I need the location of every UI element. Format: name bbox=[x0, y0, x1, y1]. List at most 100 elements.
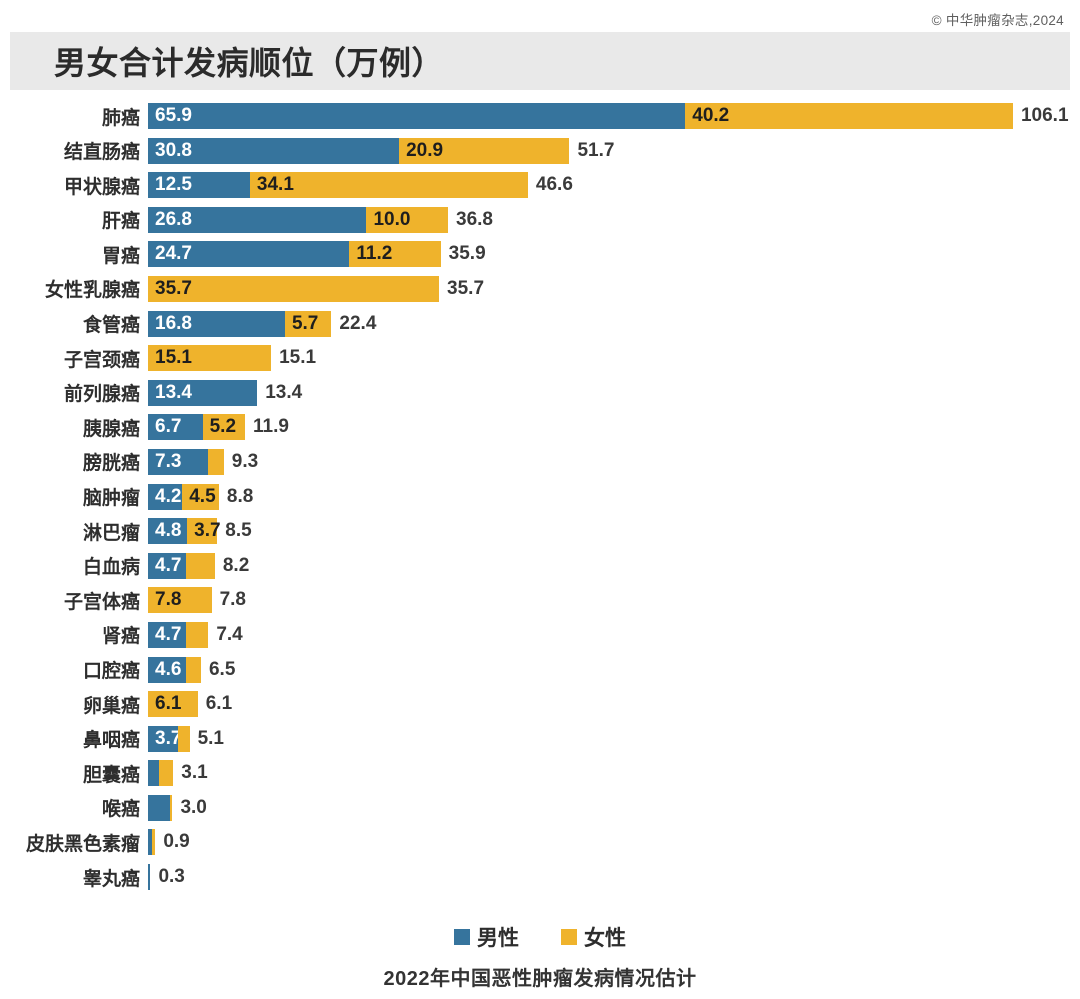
chart-row: 皮肤黑色素瘤 0.9 bbox=[0, 829, 1080, 856]
bar-group: 12.5 34.1 46.6 bbox=[148, 172, 573, 199]
total-value: 5.1 bbox=[197, 727, 224, 749]
chart-row: 淋巴瘤 4.8 3.7 8.5 bbox=[0, 518, 1080, 545]
chart-row: 结直肠癌 30.8 20.9 51.7 bbox=[0, 137, 1080, 164]
female-bar-segment bbox=[186, 552, 215, 579]
male-bar-segment: 6.7 bbox=[148, 414, 203, 441]
female-bar-segment: 15.1 bbox=[148, 345, 272, 372]
bar-group: 16.8 5.7 22.4 bbox=[148, 310, 376, 337]
category-label: 睾丸癌 bbox=[82, 868, 140, 890]
bar-group: 4.7 7.4 bbox=[148, 621, 243, 648]
chart-row: 甲状腺癌 12.5 34.1 46.6 bbox=[0, 172, 1080, 199]
chart-row: 卵巢癌 6.1 6.1 bbox=[0, 691, 1080, 718]
chart-row: 睾丸癌 0.3 bbox=[0, 864, 1080, 891]
category-label: 肾癌 bbox=[101, 626, 140, 648]
female-bar-segment: 11.2 bbox=[349, 241, 441, 268]
segment-value: 34.1 bbox=[256, 174, 294, 196]
bar-group: 24.7 11.2 35.9 bbox=[148, 241, 486, 268]
segment-value: 65.9 bbox=[155, 105, 192, 126]
segment-value: 4.6 bbox=[155, 658, 182, 680]
segment-value: 3.7 bbox=[155, 727, 182, 749]
segment-value: 20.9 bbox=[406, 139, 444, 161]
total-value: 6.1 bbox=[205, 693, 233, 715]
category-label: 肺癌 bbox=[101, 107, 140, 129]
total-value: 35.9 bbox=[448, 243, 486, 265]
copyright-text: © 中华肿瘤杂志,2024 bbox=[931, 13, 1064, 28]
male-bar-segment: 4.7 bbox=[148, 621, 187, 648]
female-bar-segment: 5.2 bbox=[202, 414, 245, 441]
total-value: 0.9 bbox=[163, 831, 190, 853]
category-label: 胃癌 bbox=[101, 245, 140, 267]
category-label: 子宫颈癌 bbox=[63, 349, 140, 371]
category-label: 卵巢癌 bbox=[82, 695, 140, 717]
female-legend-swatch bbox=[561, 929, 577, 945]
total-value: 8.8 bbox=[226, 485, 254, 507]
male-bar-segment: 12.5 bbox=[148, 172, 250, 199]
total-value: 15.1 bbox=[279, 347, 317, 369]
bar-group: 30.8 20.9 51.7 bbox=[148, 137, 614, 164]
male-bar-segment: 7.3 bbox=[148, 448, 208, 475]
male-bar-segment: 30.8 bbox=[148, 137, 400, 164]
male-legend-swatch bbox=[454, 929, 470, 945]
female-legend-label: 女性 bbox=[584, 927, 626, 950]
segment-value: 4.7 bbox=[155, 554, 182, 576]
bar-group: 3.1 bbox=[148, 760, 208, 787]
chart-row: 胆囊癌 3.1 bbox=[0, 760, 1080, 787]
chart-row: 脑肿瘤 4.2 4.5 8.8 bbox=[0, 483, 1080, 510]
chart-row: 口腔癌 4.6 6.5 bbox=[0, 656, 1080, 683]
total-value: 8.5 bbox=[225, 520, 252, 542]
category-label: 白血病 bbox=[82, 557, 140, 579]
segment-value: 40.2 bbox=[692, 105, 730, 126]
stacked-bar-chart: 肺癌 65.9 40.2 106.1 结直肠癌 30.8 20.9 51.7 甲状腺癌 12.5 3… bbox=[0, 103, 1080, 899]
total-value: 3.0 bbox=[180, 796, 207, 818]
page-title: 男女合计发病顺位（万例） bbox=[54, 45, 445, 81]
total-value: 3.1 bbox=[181, 762, 208, 784]
chart-row: 肝癌 26.8 10.0 36.8 bbox=[0, 206, 1080, 233]
category-label: 肝癌 bbox=[101, 211, 140, 233]
female-bar-segment: 10.0 bbox=[366, 206, 448, 233]
segment-value: 10.0 bbox=[373, 208, 411, 230]
chart-row: 前列腺癌 13.4 13.4 bbox=[0, 379, 1080, 406]
female-bar-segment: 20.9 bbox=[399, 137, 570, 164]
bar-group: 7.3 9.3 bbox=[148, 448, 259, 475]
segment-value: 6.1 bbox=[155, 693, 182, 715]
bar-group: 4.6 6.5 bbox=[148, 656, 235, 683]
segment-value: 4.2 bbox=[155, 485, 182, 507]
category-label: 结直肠癌 bbox=[63, 142, 140, 164]
bar-group: 15.1 15.1 bbox=[148, 345, 317, 372]
category-label: 甲状腺癌 bbox=[63, 176, 140, 198]
total-value: 46.6 bbox=[535, 174, 573, 196]
male-bar-segment bbox=[148, 829, 153, 856]
male-legend-label: 男性 bbox=[477, 927, 519, 950]
male-bar-segment: 16.8 bbox=[148, 310, 285, 337]
female-bar-segment: 7.8 bbox=[148, 587, 212, 614]
male-bar-segment bbox=[148, 760, 160, 787]
segment-value: 12.5 bbox=[155, 174, 192, 196]
male-bar-segment: 65.9 bbox=[148, 103, 686, 129]
chart-row: 胃癌 24.7 11.2 35.9 bbox=[0, 241, 1080, 268]
segment-value: 15.1 bbox=[155, 347, 192, 369]
female-bar-segment: 5.7 bbox=[284, 310, 332, 337]
category-label: 鼻咽癌 bbox=[82, 730, 140, 752]
chart-row: 子宫颈癌 15.1 15.1 bbox=[0, 345, 1080, 372]
chart-caption: 2022年中国恶性肿瘤发病情况估计 bbox=[383, 968, 697, 990]
segment-value: 7.8 bbox=[155, 589, 182, 611]
segment-value: 4.7 bbox=[155, 623, 182, 645]
bar-group: 6.7 5.2 11.9 bbox=[148, 414, 289, 441]
segment-value: 13.4 bbox=[155, 381, 192, 403]
bar-group: 0.9 bbox=[148, 829, 190, 856]
male-bar-segment: 3.7 bbox=[148, 725, 182, 752]
female-bar-segment: 34.1 bbox=[249, 172, 528, 199]
male-bar-segment: 4.2 bbox=[148, 483, 183, 510]
male-bar-segment: 24.7 bbox=[148, 241, 350, 268]
category-label: 子宫体癌 bbox=[63, 591, 140, 613]
bar-group: 26.8 10.0 36.8 bbox=[148, 206, 493, 233]
male-bar-segment: 26.8 bbox=[148, 206, 367, 233]
category-label: 皮肤黑色素瘤 bbox=[25, 833, 140, 855]
segment-value: 3.7 bbox=[194, 520, 221, 542]
bar-group: 4.2 4.5 8.8 bbox=[148, 483, 254, 510]
male-bar-segment: 13.4 bbox=[148, 379, 258, 406]
total-value: 9.3 bbox=[231, 450, 259, 472]
segment-value: 4.5 bbox=[189, 485, 216, 507]
total-value: 106.1 bbox=[1020, 105, 1069, 126]
